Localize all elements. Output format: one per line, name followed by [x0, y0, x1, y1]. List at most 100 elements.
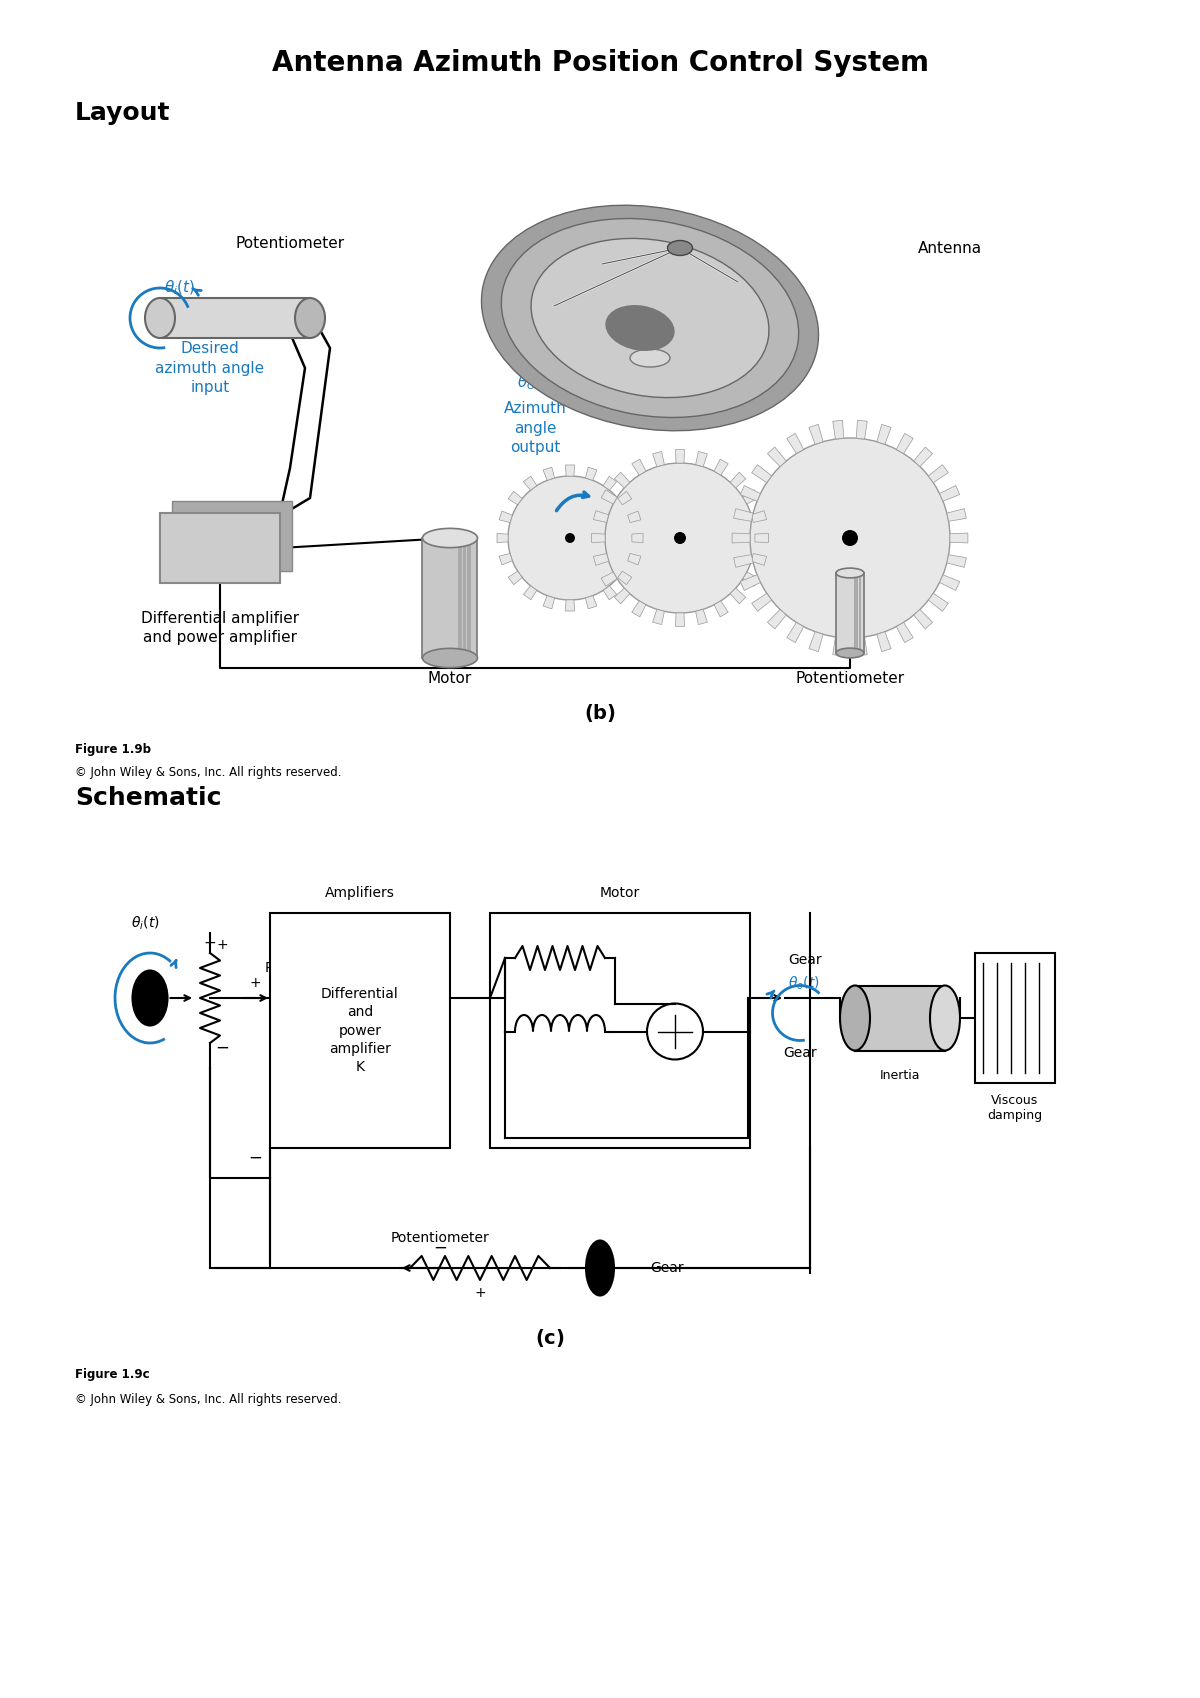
- Text: © John Wiley & Sons, Inc. All rights reserved.: © John Wiley & Sons, Inc. All rights res…: [74, 766, 342, 779]
- Polygon shape: [940, 576, 960, 591]
- Text: Armature: Armature: [530, 987, 589, 998]
- Polygon shape: [499, 511, 512, 523]
- Polygon shape: [768, 610, 786, 628]
- Text: Figure 1.9c: Figure 1.9c: [74, 1369, 150, 1380]
- Ellipse shape: [422, 528, 478, 548]
- Ellipse shape: [532, 238, 769, 397]
- Circle shape: [647, 1004, 703, 1060]
- Bar: [854, 572, 856, 654]
- Text: $\theta_i(t)$: $\theta_i(t)$: [131, 914, 160, 932]
- Polygon shape: [601, 572, 617, 586]
- Ellipse shape: [630, 350, 670, 367]
- Ellipse shape: [145, 299, 175, 338]
- Bar: [160, 299, 310, 338]
- Ellipse shape: [586, 1241, 614, 1296]
- Text: Layout: Layout: [74, 100, 170, 126]
- Text: Antenna: Antenna: [918, 241, 982, 255]
- Ellipse shape: [836, 649, 864, 657]
- Text: +: +: [216, 937, 228, 953]
- Bar: [458, 538, 462, 659]
- Text: +: +: [204, 936, 216, 951]
- Text: Schematic: Schematic: [74, 786, 222, 810]
- Polygon shape: [676, 450, 685, 464]
- Polygon shape: [499, 554, 512, 565]
- Polygon shape: [740, 576, 761, 591]
- Text: Motor: Motor: [600, 886, 640, 900]
- Text: −: −: [215, 1039, 229, 1056]
- Polygon shape: [833, 637, 844, 655]
- Polygon shape: [676, 613, 685, 627]
- Ellipse shape: [422, 649, 478, 667]
- Polygon shape: [631, 601, 646, 616]
- Ellipse shape: [667, 241, 692, 255]
- Polygon shape: [696, 452, 707, 467]
- Polygon shape: [586, 596, 596, 610]
- Bar: [974, 953, 1055, 1083]
- Text: $\theta_O(t)$: $\theta_O(t)$: [517, 374, 553, 392]
- Text: Gear: Gear: [788, 953, 822, 966]
- Polygon shape: [601, 489, 617, 504]
- Text: Potentiometer: Potentiometer: [265, 961, 364, 975]
- Polygon shape: [740, 486, 761, 501]
- Polygon shape: [751, 593, 772, 611]
- Polygon shape: [896, 623, 913, 642]
- Polygon shape: [509, 491, 522, 504]
- Polygon shape: [787, 623, 804, 642]
- Text: $\mathbf{(c)}$: $\mathbf{(c)}$: [535, 1328, 565, 1348]
- Text: Antenna Azimuth Position Control System: Antenna Azimuth Position Control System: [271, 49, 929, 76]
- Polygon shape: [751, 465, 772, 482]
- Polygon shape: [732, 533, 750, 543]
- Circle shape: [508, 475, 632, 599]
- Polygon shape: [857, 637, 868, 655]
- Polygon shape: [628, 511, 641, 523]
- Polygon shape: [733, 509, 754, 521]
- Text: $\mathbf{(b)}$: $\mathbf{(b)}$: [584, 701, 616, 723]
- Polygon shape: [604, 475, 617, 491]
- Polygon shape: [730, 588, 745, 604]
- Text: −: −: [433, 1240, 446, 1257]
- Text: Potentiometer: Potentiometer: [391, 1231, 490, 1245]
- Ellipse shape: [836, 569, 864, 577]
- Bar: [859, 572, 860, 654]
- Polygon shape: [929, 593, 948, 611]
- Text: Viscous
damping: Viscous damping: [988, 1094, 1043, 1122]
- Text: Armature
resistance: Armature resistance: [528, 914, 592, 942]
- Polygon shape: [877, 632, 892, 652]
- Polygon shape: [586, 467, 596, 481]
- Bar: [857, 572, 858, 654]
- Polygon shape: [544, 467, 554, 481]
- Ellipse shape: [605, 306, 674, 351]
- Polygon shape: [565, 599, 575, 611]
- Text: +: +: [250, 976, 260, 990]
- Ellipse shape: [930, 985, 960, 1051]
- Text: +: +: [474, 1285, 486, 1301]
- Ellipse shape: [295, 299, 325, 338]
- Text: $\theta_i(t)$: $\theta_i(t)$: [164, 278, 196, 297]
- Bar: [638, 358, 662, 418]
- Bar: [463, 538, 467, 659]
- Polygon shape: [565, 465, 575, 475]
- Text: Desired
azimuth angle
input: Desired azimuth angle input: [156, 341, 264, 396]
- Circle shape: [565, 533, 575, 543]
- Circle shape: [605, 464, 755, 613]
- Polygon shape: [714, 458, 728, 475]
- Polygon shape: [614, 472, 630, 487]
- Polygon shape: [653, 452, 665, 467]
- Text: −: −: [248, 1150, 262, 1167]
- Circle shape: [750, 438, 950, 638]
- Polygon shape: [913, 610, 932, 628]
- Polygon shape: [768, 447, 786, 467]
- Text: Gear: Gear: [784, 1046, 817, 1060]
- Ellipse shape: [502, 219, 799, 418]
- Polygon shape: [523, 475, 536, 491]
- Text: Inertia: Inertia: [880, 1070, 920, 1082]
- Text: Gear: Gear: [650, 1262, 684, 1275]
- Text: Differential
and
power
amplifier
K: Differential and power amplifier K: [322, 987, 398, 1075]
- Ellipse shape: [132, 971, 168, 1026]
- Bar: [856, 985, 946, 1051]
- Polygon shape: [877, 424, 892, 445]
- Polygon shape: [653, 610, 665, 625]
- Polygon shape: [592, 533, 605, 543]
- Polygon shape: [755, 533, 768, 543]
- Polygon shape: [913, 447, 932, 467]
